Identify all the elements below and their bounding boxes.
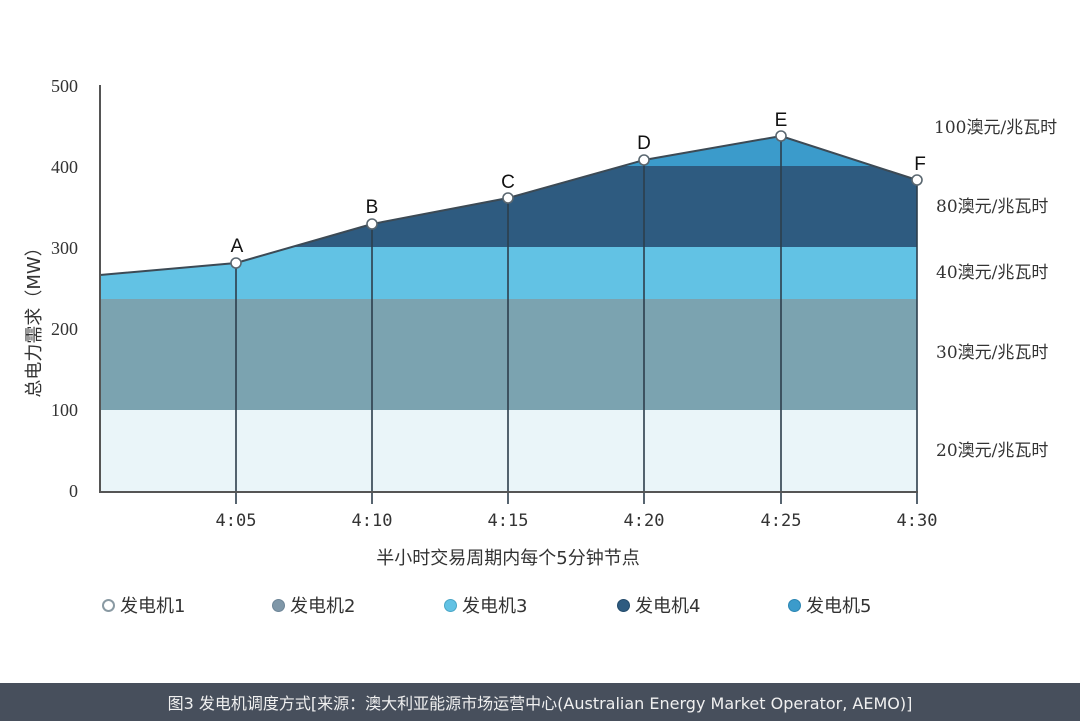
legend-circle-icon: [788, 598, 801, 612]
y-tick-300: 300: [51, 238, 78, 258]
point-c-label: C: [501, 172, 515, 193]
price-label-80: 80澳元/兆瓦时: [936, 197, 1048, 217]
figure-caption: 图3 发电机调度方式[来源：澳大利亚能源市场运营中心(Australian En…: [0, 683, 1080, 721]
point-labels: A B C D E F: [231, 110, 926, 257]
y-tick-500: 500: [51, 76, 78, 96]
chart-legend: 发电机1 发电机2 发电机3 发电机4 发电机5: [100, 592, 920, 622]
point-d-label: D: [637, 133, 651, 154]
price-label-20: 20澳元/兆瓦时: [936, 441, 1048, 461]
x-tick-425: 4:25: [761, 511, 802, 531]
legend-item-generator-2: 发电机2: [272, 592, 355, 618]
legend-item-generator-1: 发电机1: [102, 592, 185, 618]
x-axis-label: 半小时交易周期内每个5分钟节点: [376, 548, 639, 569]
x-tick-420: 4:20: [624, 511, 665, 531]
legend-circle-icon: [444, 598, 457, 612]
point-e-label: E: [775, 110, 788, 131]
y-axis-label: 总电力需求（MW）: [24, 238, 45, 397]
point-c-marker: [502, 192, 514, 204]
y-tick-labels: 500 400 300 200 100 0: [51, 76, 78, 501]
price-labels: 100澳元/兆瓦时 80澳元/兆瓦时 40澳元/兆瓦时 30澳元/兆瓦时 20澳…: [934, 118, 1057, 461]
point-b-label: B: [366, 197, 379, 218]
x-tick-415: 4:15: [488, 511, 529, 531]
legend-label: 发电机4: [635, 596, 701, 617]
band-generator-5: [100, 136, 917, 166]
legend-circle-icon: [617, 598, 630, 612]
x-tick-410: 4:10: [352, 511, 393, 531]
price-label-30: 30澳元/兆瓦时: [936, 343, 1048, 363]
x-tick-405: 4:05: [216, 511, 257, 531]
point-e-marker: [775, 130, 787, 142]
dispatch-chart: 500 400 300 200 100 0 总电力需求（MW） 4:05 4:1…: [24, 76, 1057, 569]
price-label-40: 40澳元/兆瓦时: [936, 263, 1048, 283]
legend-circle-icon: [102, 598, 115, 612]
caption-text: 图3 发电机调度方式[来源：澳大利亚能源市场运营中心(Australian En…: [167, 694, 913, 713]
x-tick-430: 4:30: [897, 511, 938, 531]
point-a-label: A: [231, 236, 244, 257]
legend-label: 发电机1: [120, 596, 186, 617]
y-tick-100: 100: [51, 400, 78, 420]
time-gridlines: [235, 136, 918, 504]
legend-item-generator-5: 发电机5: [788, 592, 871, 618]
legend-label: 发电机5: [806, 596, 872, 617]
legend-label: 发电机2: [290, 596, 356, 617]
y-tick-0: 0: [69, 481, 78, 501]
point-f-label: F: [914, 154, 926, 175]
x-tick-labels: 4:05 4:10 4:15 4:20 4:25 4:30: [216, 511, 938, 531]
point-f-marker: [911, 174, 923, 186]
legend-label: 发电机3: [462, 596, 528, 617]
legend-circle-icon: [272, 598, 285, 612]
price-label-100: 100澳元/兆瓦时: [934, 118, 1057, 138]
point-d-marker: [638, 154, 650, 166]
point-a-marker: [230, 257, 242, 269]
legend-item-generator-3: 发电机3: [444, 592, 527, 618]
y-tick-200: 200: [51, 319, 78, 339]
legend-item-generator-4: 发电机4: [617, 592, 700, 618]
point-b-marker: [366, 218, 378, 230]
demand-markers: [230, 130, 923, 269]
y-tick-400: 400: [51, 157, 78, 177]
